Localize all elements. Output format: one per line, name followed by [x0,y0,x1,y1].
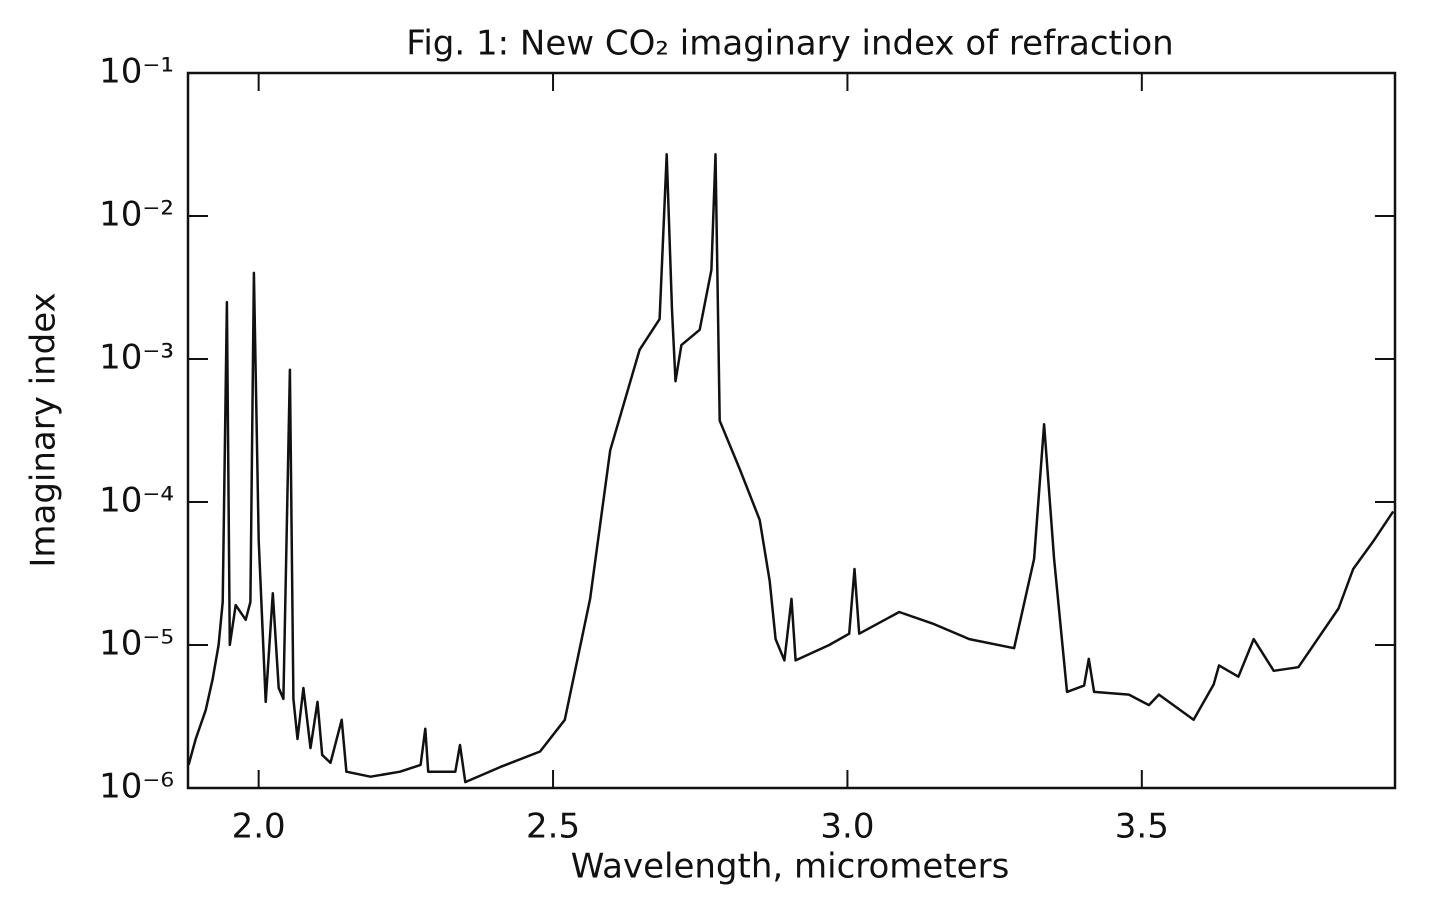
plot-frame [186,71,1397,790]
y-tick-label: 10⁻⁴ [99,481,174,521]
x-tick-label: 2.0 [232,807,286,847]
y-axis-label: Imaginary index [24,292,64,567]
y-tick-label: 10⁻⁵ [99,624,174,664]
y-tick-label: 10⁻¹ [99,52,174,92]
data-line [187,153,1395,784]
y-tick-label: 10⁻³ [99,338,174,378]
x-tick-label: 2.5 [526,807,580,847]
x-tick-label: 3.0 [820,807,874,847]
y-tick-label: 10⁻⁶ [99,767,174,807]
x-axis-label: Wavelength, micrometers [571,847,1010,887]
x-tick-label: 3.5 [1115,807,1169,847]
chart-title: Fig. 1: New CO₂ imaginary index of refra… [406,24,1173,64]
y-tick-label: 10⁻² [99,195,174,235]
